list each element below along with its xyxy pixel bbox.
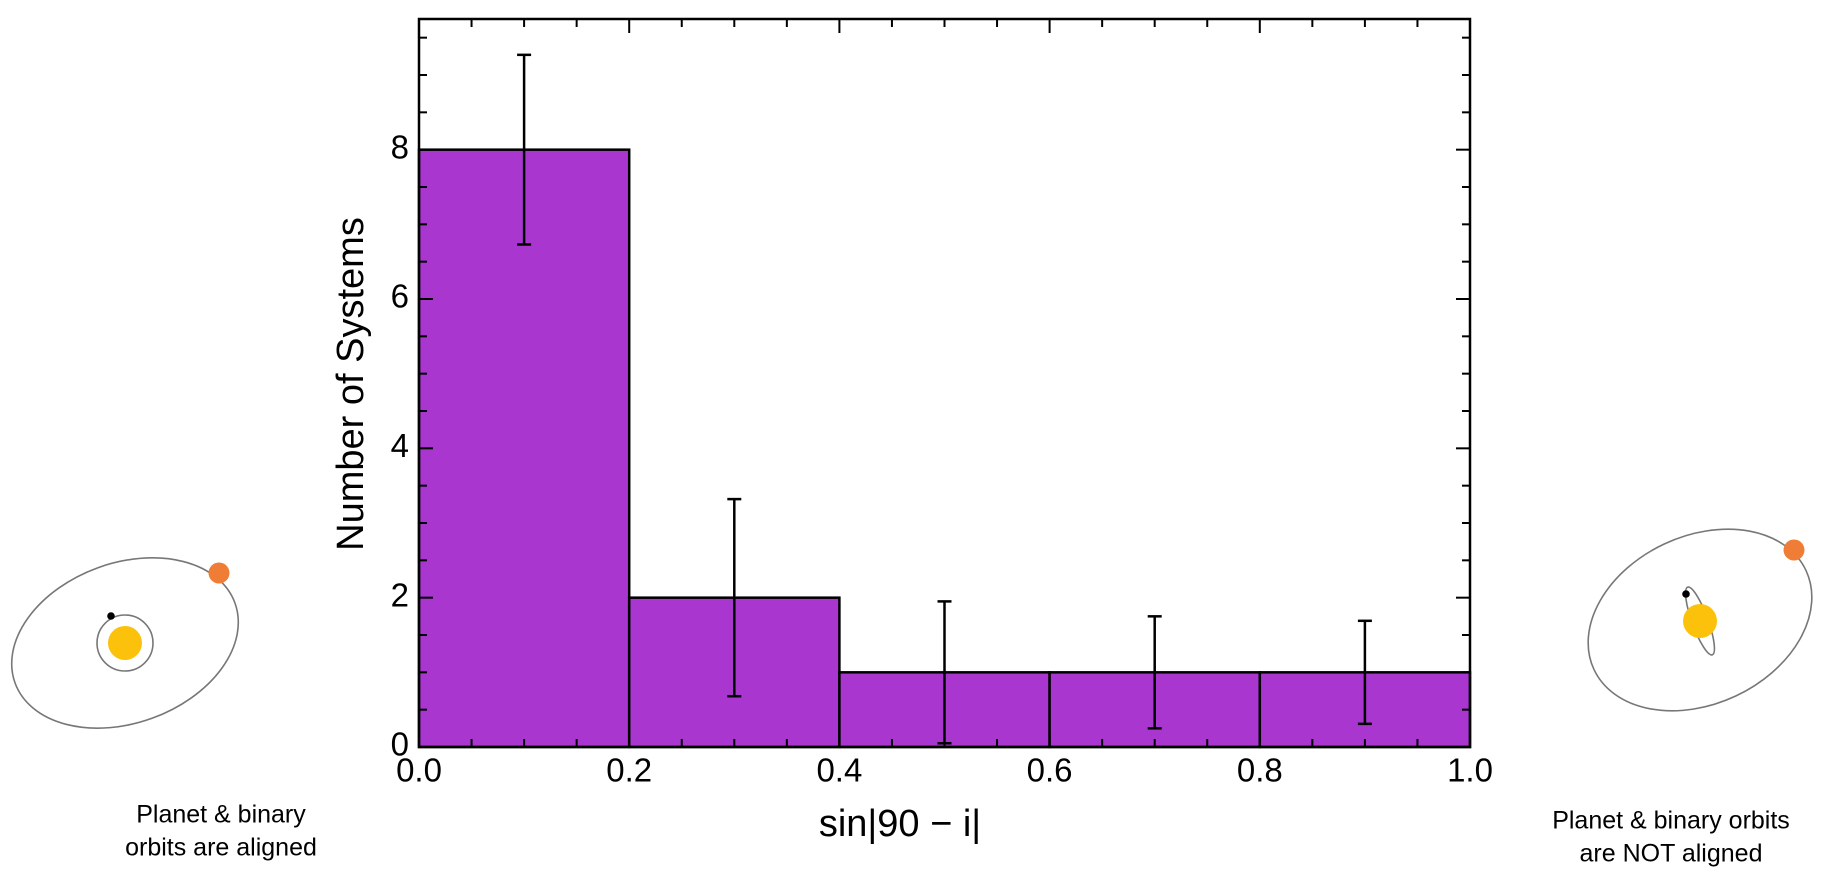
annotation: are NOT aligned: [1580, 840, 1763, 868]
planet-orbit: [10, 557, 240, 729]
x-tick-label: 0.4: [816, 752, 862, 789]
companion-star: [1682, 590, 1690, 598]
error-bar: [1147, 615, 1162, 730]
star: [1683, 604, 1717, 638]
misaligned-illustration: [1587, 528, 1813, 712]
bar: [417, 148, 631, 749]
annotation: Planet & binary orbits: [1552, 807, 1790, 835]
planet: [208, 562, 230, 584]
y-axis-label: Number of Systems: [330, 217, 372, 551]
error-bar: [1357, 619, 1372, 726]
x-tick-label: 0.0: [396, 752, 442, 789]
x-tick-label: 0.8: [1237, 752, 1283, 789]
annotation: orbits are aligned: [125, 834, 317, 862]
y-tick-label: 2: [391, 576, 409, 613]
aligned-illustration: [10, 557, 240, 729]
companion-star: [107, 612, 115, 620]
y-tick-label: 4: [391, 427, 409, 464]
x-tick-label: 1.0: [1447, 752, 1493, 789]
planet-orbit: [1587, 528, 1813, 712]
binary-orbit: [96, 614, 154, 672]
x-tick-label: 0.6: [1027, 752, 1073, 789]
error-bar: [517, 53, 532, 246]
x-tick-label: 0.2: [606, 752, 652, 789]
y-tick-label: 6: [391, 278, 409, 315]
error-bar: [727, 497, 742, 698]
y-tick-label: 0: [391, 726, 409, 763]
annotation: Planet & binary: [136, 801, 306, 829]
y-tick-label: 8: [391, 128, 409, 165]
star: [108, 626, 142, 660]
planet: [1783, 539, 1805, 561]
x-axis-label: sin|90 − i|: [819, 803, 981, 845]
